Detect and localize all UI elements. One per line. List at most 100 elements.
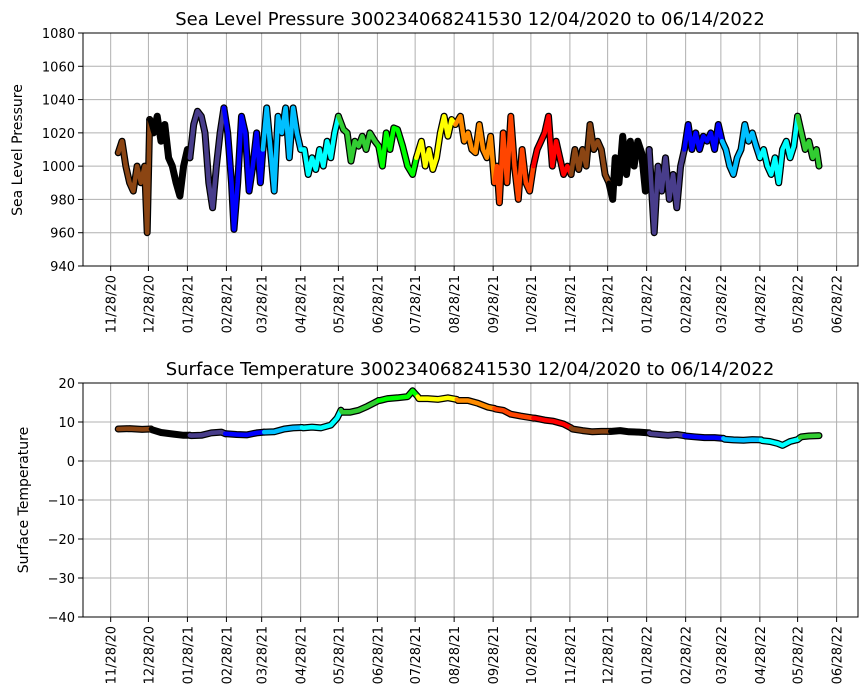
pressure-series-2022-06 — [795, 113, 822, 169]
pressure-y-tick-label: 1020 — [42, 127, 75, 142]
temperature-series-2022-04 — [721, 436, 764, 443]
temperature-x-tick-label: 02/28/21 — [220, 626, 235, 684]
pressure-series-2021-03 — [221, 105, 266, 232]
temperature-series-2021-05 — [299, 408, 344, 431]
pressure-series-2021-08 — [414, 113, 458, 172]
pressure-series-2021-10 — [492, 113, 536, 206]
pressure-x-tick-label: 12/28/20 — [142, 275, 157, 333]
pressure-x-tick-label: 03/28/22 — [715, 275, 730, 333]
temperature-y-tick-label: 0 — [67, 455, 75, 470]
pressure-ylabel: Sea Level Pressure — [10, 84, 26, 216]
temperature-y-tick-label: −40 — [48, 611, 75, 626]
pressure-title: Sea Level Pressure 300234068241530 12/04… — [175, 9, 765, 30]
temperature-series-2021-08 — [415, 394, 459, 402]
pressure-plot: Sea Level Pressure 300234068241530 12/04… — [10, 9, 859, 333]
pressure-x-tick-label: 12/28/21 — [602, 275, 617, 333]
pressure-series-2021-06 — [336, 113, 381, 164]
pressure-y-tick-label: 940 — [50, 260, 75, 275]
temperature-x-tick-label: 08/28/21 — [448, 626, 463, 684]
temperature-x-tick-label: 03/28/21 — [256, 626, 271, 684]
temperature-y-tick-label: −30 — [48, 572, 75, 587]
pressure-x-tick-label: 04/28/22 — [754, 275, 769, 333]
pressure-series-2022-03 — [682, 122, 725, 152]
pressure-x-tick-label: 04/28/21 — [295, 275, 310, 333]
pressure-x-tick-label: 05/28/22 — [792, 275, 807, 333]
temperature-x-tick-label: 11/28/20 — [105, 626, 120, 684]
pressure-series-2021-12 — [568, 122, 612, 186]
pressure-y-tick-label: 1060 — [42, 60, 75, 75]
temperature-x-tick-label: 03/28/22 — [715, 626, 730, 684]
temperature-series-2021-10 — [492, 406, 536, 421]
temperature-series-2021-01 — [148, 426, 193, 438]
temperature-x-tick-label: 01/28/22 — [641, 626, 656, 684]
pressure-series-2022-05 — [757, 113, 800, 186]
pressure-y-tick-label: 1040 — [42, 94, 75, 109]
pressure-series-2021-01 — [147, 113, 193, 199]
temperature-x-tick-label: 12/28/20 — [142, 626, 157, 684]
temperature-series-2022-05 — [758, 435, 803, 448]
temperature-title: Surface Temperature 300234068241530 12/0… — [166, 359, 775, 380]
temperature-axes-frame — [82, 382, 859, 618]
pressure-series-2020-12 — [115, 117, 152, 235]
pressure-series-2021-04 — [260, 105, 303, 194]
temperature-series-2022-03 — [682, 433, 726, 441]
pressure-series-2021-11 — [531, 113, 574, 177]
temperature-plot: Surface Temperature 300234068241530 12/0… — [16, 359, 859, 684]
temperature-ylabel: Surface Temperature — [16, 427, 32, 573]
pressure-series-2021-09 — [453, 113, 497, 186]
pressure-y-tick-label: 1080 — [42, 27, 75, 42]
temperature-series-2021-12 — [568, 425, 613, 435]
pressure-x-tick-label: 05/28/21 — [332, 275, 347, 333]
temperature-x-tick-label: 09/28/21 — [487, 626, 502, 684]
temperature-x-tick-label: 07/28/21 — [409, 626, 424, 684]
temperature-x-tick-label: 11/28/21 — [564, 626, 579, 684]
temperature-y-tick-label: 10 — [58, 416, 75, 431]
pressure-y-tick-label: 980 — [50, 193, 75, 208]
temperature-x-tick-label: 04/28/22 — [754, 626, 769, 684]
temperature-series-2021-09 — [454, 397, 497, 411]
pressure-x-tick-label: 03/28/21 — [256, 275, 271, 333]
temperature-series-2022-02 — [646, 430, 687, 438]
temperature-series-2022-01 — [607, 428, 652, 436]
temperature-x-tick-label: 06/28/21 — [371, 626, 386, 684]
temperature-x-tick-label: 04/28/21 — [295, 626, 310, 684]
temperature-series-2021-07 — [376, 388, 420, 403]
temperature-y-tick-label: −20 — [48, 533, 75, 548]
temperature-x-tick-label: 05/28/21 — [332, 626, 347, 684]
pressure-x-tick-label: 07/28/21 — [409, 275, 424, 333]
pressure-x-tick-label: 08/28/21 — [448, 275, 463, 333]
pressure-x-tick-label: 06/28/21 — [371, 275, 386, 333]
pressure-x-tick-label: 01/28/22 — [641, 275, 656, 333]
pressure-x-tick-label: 11/28/21 — [564, 275, 579, 333]
pressure-axes-frame — [82, 32, 859, 267]
pressure-x-tick-label: 01/28/21 — [181, 275, 196, 333]
pressure-y-tick-label: 960 — [50, 227, 75, 242]
pressure-series-2022-02 — [646, 147, 687, 235]
pressure-series-2022-04 — [719, 122, 763, 177]
temperature-x-tick-label: 05/28/22 — [792, 626, 807, 684]
temperature-x-tick-label: 06/28/22 — [831, 626, 846, 684]
pressure-x-tick-label: 02/28/21 — [220, 275, 235, 333]
temperature-series-2021-04 — [261, 425, 305, 435]
temperature-x-tick-label: 12/28/21 — [602, 626, 617, 684]
temperature-x-tick-label: 02/28/22 — [680, 626, 695, 684]
pressure-x-tick-label: 10/28/21 — [525, 275, 540, 333]
temperature-series-2021-11 — [531, 415, 574, 431]
pressure-series-2021-02 — [187, 105, 227, 211]
pressure-series-2021-07 — [376, 125, 419, 177]
temperature-x-tick-label: 01/28/21 — [181, 626, 196, 684]
pressure-y-tick-label: 1000 — [42, 160, 75, 175]
pressure-x-tick-label: 06/28/22 — [831, 275, 846, 333]
pressure-x-tick-label: 11/28/20 — [105, 275, 120, 333]
pressure-x-tick-label: 02/28/22 — [680, 275, 695, 333]
temperature-series-2021-03 — [222, 429, 267, 438]
temperature-y-tick-label: 20 — [58, 377, 75, 392]
temperature-series-2021-02 — [187, 429, 228, 438]
pressure-series-2022-01 — [606, 133, 652, 202]
temperature-series-2021-06 — [338, 398, 381, 415]
pressure-x-tick-label: 09/28/21 — [487, 275, 502, 333]
pressure-series-2021-05 — [298, 113, 341, 177]
temperature-x-tick-label: 10/28/21 — [525, 626, 540, 684]
temperature-y-tick-label: −10 — [48, 494, 75, 509]
